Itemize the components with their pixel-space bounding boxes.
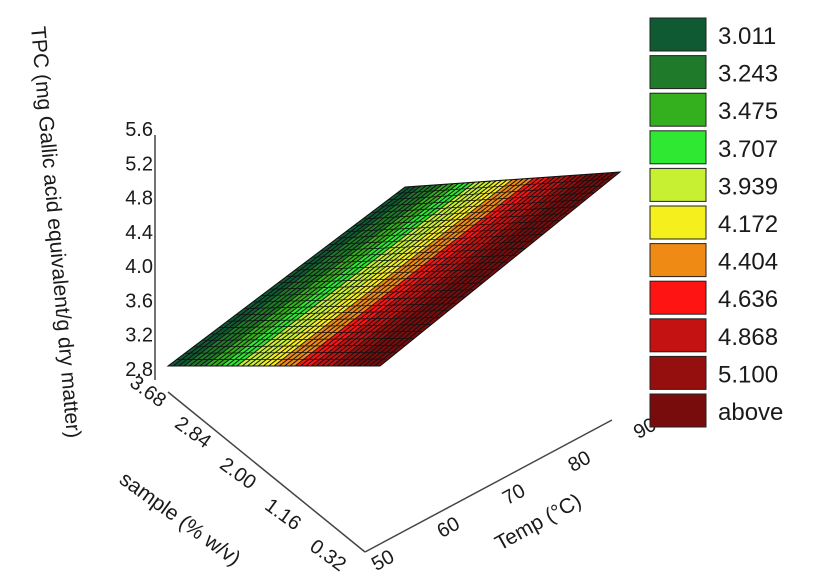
- legend-swatch: [649, 243, 707, 278]
- legend-label: above: [718, 399, 783, 426]
- x-tick-label: 60: [434, 513, 464, 543]
- surface-mesh-line: [354, 213, 569, 226]
- y-axis-label: sample (% w/v): [115, 467, 245, 570]
- surface-mesh-line: [337, 227, 552, 239]
- legend-swatch: [649, 355, 707, 390]
- surface-mesh-line: [311, 247, 526, 258]
- surface-mesh-line: [201, 337, 415, 341]
- surface-mesh-line: [362, 206, 578, 220]
- surface-mesh-line: [328, 234, 543, 245]
- surface-mesh-line: [294, 261, 509, 271]
- surface-outline: [166, 171, 622, 367]
- surface-mesh-line: [235, 310, 449, 316]
- legend-swatch: [649, 55, 707, 90]
- surface-mesh-line: [345, 220, 561, 233]
- surface-mesh-line: [218, 324, 432, 328]
- legend-swatch: [649, 130, 707, 165]
- legend-swatch: [649, 393, 707, 428]
- z-tick-label: 4.4: [125, 222, 153, 244]
- legend-label: 4.636: [718, 286, 778, 313]
- y-tick-label: 0.32: [306, 535, 350, 576]
- legend-label: 4.868: [718, 324, 778, 351]
- y-tick-label: 2.00: [216, 453, 260, 494]
- legend-swatch: [649, 280, 707, 315]
- legend-label: 5.100: [718, 361, 778, 388]
- legend: 3.011 3.243 3.475 3.707 3.939 4.172 4.404 4.636…: [649, 17, 783, 428]
- x-tick-label: 70: [499, 480, 529, 510]
- z-tick-label: 3.6: [125, 290, 153, 312]
- z-tick-label: 3.2: [125, 325, 153, 347]
- x-tick-label: 50: [368, 546, 398, 576]
- legend-label: 3.243: [718, 61, 778, 88]
- legend-label: 3.707: [718, 136, 778, 163]
- surface-mesh-line: [244, 303, 458, 309]
- surface-mesh-line: [278, 275, 492, 284]
- axis-frame: [154, 135, 613, 553]
- surface-mesh-line: [371, 199, 586, 213]
- y-axis-line: [167, 391, 366, 553]
- legend-label: 3.475: [718, 98, 778, 125]
- surface-mesh-line: [286, 268, 501, 277]
- response-surface: [168, 172, 620, 366]
- y-tick-label: 1.16: [261, 494, 305, 535]
- x-tick-label: 80: [565, 447, 595, 477]
- legend-swatch: [649, 205, 707, 240]
- legend-swatch: [649, 167, 707, 202]
- surface-mesh-line: [379, 192, 595, 207]
- z-tick-label: 5.6: [125, 119, 153, 141]
- surface-mesh-line: [261, 289, 475, 297]
- surface-mesh-line: [210, 331, 423, 335]
- legend-label: 4.172: [718, 211, 778, 238]
- z-axis-label: TPC (mg Gallic acid equivalent/g dry mat…: [26, 25, 85, 439]
- x-axis-line: [364, 419, 613, 553]
- z-tick-labels: 2.8 3.2 3.6 4.0 4.4 4.8 5.2 5.6: [125, 119, 153, 381]
- surface-mesh-line: [176, 358, 389, 360]
- legend-swatch: [649, 318, 707, 353]
- surface-mesh-line: [303, 254, 518, 265]
- surface-mesh-line: [320, 240, 535, 252]
- z-tick-label: 4.0: [125, 256, 153, 278]
- z-tick-label: 4.8: [125, 188, 153, 210]
- surface-mesh-line: [252, 296, 466, 303]
- legend-label: 4.404: [718, 249, 778, 276]
- surface-mesh-line: [396, 178, 612, 194]
- surface-mesh-line: [184, 351, 398, 354]
- legend-label: 3.011: [718, 23, 776, 50]
- z-tick-label: 2.8: [125, 359, 153, 381]
- surface-mesh-line: [193, 344, 406, 348]
- z-tick-label: 5.2: [125, 153, 153, 175]
- legend-swatch: [649, 17, 707, 52]
- legend-swatch: [649, 92, 707, 127]
- legend-label: 3.939: [718, 173, 778, 200]
- y-tick-labels: 3.682.842.001.160.32: [126, 371, 350, 576]
- surface-mesh-line: [388, 185, 603, 201]
- y-tick-label: 2.84: [171, 412, 215, 453]
- surface-mesh-line: [269, 282, 483, 290]
- surface-mesh-line: [227, 317, 441, 322]
